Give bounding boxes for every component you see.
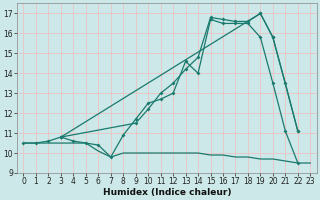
X-axis label: Humidex (Indice chaleur): Humidex (Indice chaleur)	[103, 188, 231, 197]
